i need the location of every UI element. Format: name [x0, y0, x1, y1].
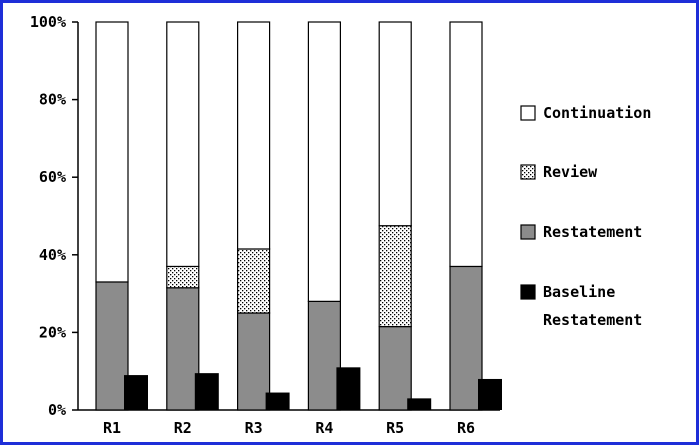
bar-baseline-restatement [407, 398, 432, 410]
bar-segment-review [237, 248, 271, 314]
legend-label: Review [543, 163, 598, 181]
x-tick-label: R6 [457, 419, 475, 437]
bar-baseline-restatement [265, 392, 290, 410]
bar-segment-continuation [307, 21, 341, 302]
bar-segment-restatement [237, 312, 271, 411]
legend-swatch-continuation [520, 105, 536, 121]
x-tick-label: R1 [103, 419, 121, 437]
y-tick-label: 100% [30, 13, 66, 31]
bar-segment-restatement [378, 325, 412, 411]
axes: 0% 20% 40% 60% 80% 100% R1 R2 R3 R4 R5 R6 [30, 13, 500, 437]
x-tick-label: R4 [315, 419, 333, 437]
bar-baseline-restatement [336, 367, 361, 410]
y-tick-label: 40% [39, 246, 66, 264]
legend-swatch-baseline-restatement [520, 284, 536, 300]
bar-segment-restatement [95, 281, 129, 411]
bar-baseline-restatement [194, 373, 219, 410]
x-tick-label: R3 [245, 419, 263, 437]
x-tick-label: R2 [174, 419, 192, 437]
bar-segment-continuation [449, 21, 483, 268]
y-tick-label: 80% [39, 91, 66, 109]
y-tick-label: 20% [39, 323, 66, 341]
bar-segment-continuation [237, 21, 271, 250]
bar-segment-review [166, 265, 200, 289]
bar-segment-continuation [166, 21, 200, 268]
legend-swatch-restatement [520, 224, 536, 240]
legend-label: Baseline [543, 283, 615, 301]
bars [95, 21, 502, 411]
x-tick-label: R5 [386, 419, 404, 437]
bar-baseline-restatement [478, 378, 502, 410]
legend-label: Continuation [543, 104, 651, 122]
y-tick-label: 0% [48, 401, 66, 419]
bar-segment-continuation [95, 21, 129, 283]
bar-segment-restatement [307, 300, 341, 411]
bar-segment-restatement [449, 265, 483, 411]
bar-segment-review [378, 225, 412, 328]
legend-swatch-review [520, 164, 536, 180]
y-tick-label: 60% [39, 168, 66, 186]
bar-segment-restatement [166, 287, 200, 411]
legend-label: Restatement [543, 311, 642, 329]
legend-label: Restatement [543, 223, 642, 241]
bar-baseline-restatement [124, 375, 148, 410]
bar-segment-continuation [378, 21, 412, 227]
legend: Continuation Review Restatement Baseline Res… [520, 104, 651, 329]
